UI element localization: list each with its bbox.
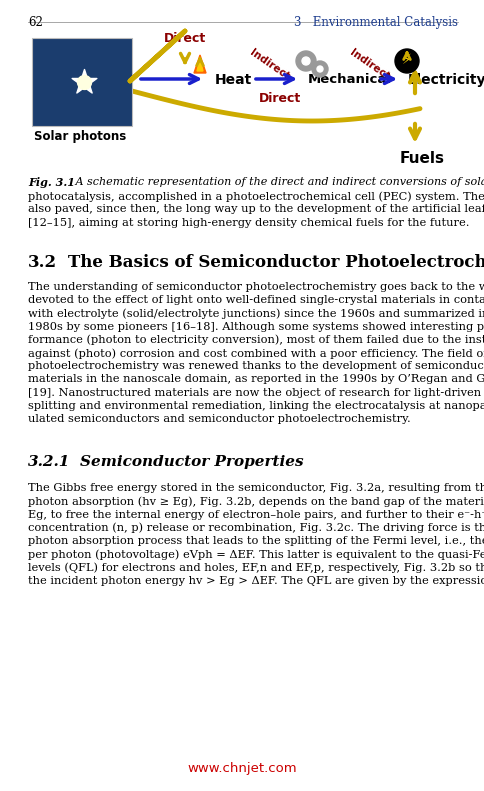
Text: 1980s by some pioneers [16–18]. Although some systems showed interesting per-: 1980s by some pioneers [16–18]. Although…: [28, 322, 484, 331]
Text: photon absorption (hv ≥ Eg), Fig. 3.2b, depends on the band gap of the material,: photon absorption (hv ≥ Eg), Fig. 3.2b, …: [28, 497, 484, 507]
Text: Heat: Heat: [215, 73, 252, 87]
Text: against (photo) corrosion and cost combined with a poor efficiency. The field of: against (photo) corrosion and cost combi…: [28, 348, 484, 358]
Circle shape: [395, 49, 419, 73]
Text: Eg, to free the internal energy of electron–hole pairs, and further to their e⁻-: Eg, to free the internal energy of elect…: [28, 509, 484, 520]
Text: Solar photons: Solar photons: [34, 130, 126, 143]
Circle shape: [317, 66, 323, 72]
Polygon shape: [194, 55, 206, 73]
Text: Fig. 3.1: Fig. 3.1: [28, 177, 75, 188]
Text: Indirect: Indirect: [348, 47, 392, 81]
Text: photocatalysis, accomplished in a photoelectrochemical cell (PEC) system. They: photocatalysis, accomplished in a photoe…: [28, 191, 484, 202]
Text: A schematic representation of the direct and indirect conversions of solar photo: A schematic representation of the direct…: [72, 177, 484, 187]
Text: levels (QFL) for electrons and holes, EF,n and EF,p, respectively, Fig. 3.2b so : levels (QFL) for electrons and holes, EF…: [28, 562, 484, 573]
Text: splitting and environmental remediation, linking the electrocatalysis at nanopar: splitting and environmental remediation,…: [28, 401, 484, 411]
Text: Electricity: Electricity: [408, 73, 484, 87]
Text: also paved, since then, the long way up to the development of the artificial lea: also paved, since then, the long way up …: [28, 205, 484, 214]
Circle shape: [302, 57, 310, 65]
Text: Direct: Direct: [164, 32, 206, 45]
Text: with electrolyte (solid/electrolyte junctions) since the 1960s and summarized in: with electrolyte (solid/electrolyte junc…: [28, 308, 484, 319]
Text: www.chnjet.com: www.chnjet.com: [187, 762, 297, 775]
Circle shape: [312, 61, 328, 77]
Text: The understanding of semiconductor photoelectrochemistry goes back to the works: The understanding of semiconductor photo…: [28, 282, 484, 292]
Text: photon absorption process that leads to the splitting of the Fermi level, i.e., : photon absorption process that leads to …: [28, 536, 484, 546]
Text: [19]. Nanostructured materials are now the object of research for light-driven w: [19]. Nanostructured materials are now t…: [28, 388, 484, 398]
Text: per photon (photovoltage) eVph = ΔEF. This latter is equivalent to the quasi-Fer: per photon (photovoltage) eVph = ΔEF. Th…: [28, 549, 484, 560]
Text: The Gibbs free energy stored in the semiconductor, Fig. 3.2a, resulting from the: The Gibbs free energy stored in the semi…: [28, 483, 484, 494]
Text: [12–15], aiming at storing high-energy density chemical fuels for the future.: [12–15], aiming at storing high-energy d…: [28, 218, 469, 228]
Text: 3.2: 3.2: [28, 254, 57, 271]
Text: 62: 62: [28, 16, 43, 29]
Text: The Basics of Semiconductor Photoelectrochemistry: The Basics of Semiconductor Photoelectro…: [68, 254, 484, 271]
Text: 3   Environmental Catalysis: 3 Environmental Catalysis: [294, 16, 458, 29]
Point: [80, 76, 88, 89]
Text: Direct: Direct: [259, 92, 301, 105]
Text: ⚡: ⚡: [402, 53, 412, 67]
Text: concentration (n, p) release or recombination, Fig. 3.2c. The driving force is t: concentration (n, p) release or recombin…: [28, 523, 484, 533]
Circle shape: [296, 51, 316, 71]
Text: formance (photon to electricity conversion), most of them failed due to the inst: formance (photon to electricity conversi…: [28, 335, 484, 346]
Polygon shape: [197, 59, 203, 71]
Bar: [32, 38, 132, 126]
Text: Fuels: Fuels: [399, 151, 444, 166]
Text: Mechanical: Mechanical: [308, 73, 392, 86]
Text: photoelectrochemistry was renewed thanks to the development of semiconducting: photoelectrochemistry was renewed thanks…: [28, 361, 484, 371]
Text: devoted to the effect of light onto well-defined single-crystal materials in con: devoted to the effect of light onto well…: [28, 295, 484, 305]
Text: the incident photon energy hv > Eg > ΔEF. The QFL are given by the expressions:: the incident photon energy hv > Eg > ΔEF…: [28, 576, 484, 585]
Point: [80, 76, 88, 89]
Text: materials in the nanoscale domain, as reported in the 1990s by O’Regan and Grätz: materials in the nanoscale domain, as re…: [28, 374, 484, 384]
Text: Semiconductor Properties: Semiconductor Properties: [80, 455, 303, 469]
Text: Indirect: Indirect: [248, 47, 292, 81]
Text: 3.2.1: 3.2.1: [28, 455, 70, 469]
Text: ulated semiconductors and semiconductor photoelectrochemistry.: ulated semiconductors and semiconductor …: [28, 414, 411, 424]
